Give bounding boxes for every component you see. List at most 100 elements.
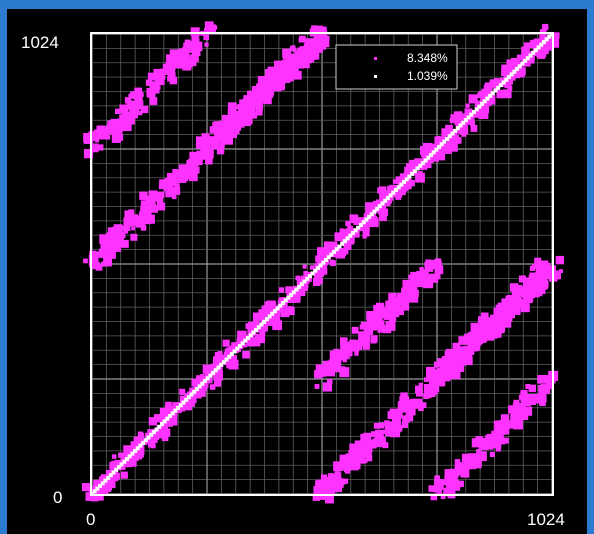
data-point-series-1 bbox=[434, 475, 440, 481]
data-point-series-1 bbox=[303, 271, 311, 280]
data-point-series-2 bbox=[310, 271, 315, 276]
data-point-series-1 bbox=[119, 104, 129, 114]
data-point-series-1 bbox=[373, 304, 384, 315]
data-point-series-1 bbox=[255, 108, 263, 116]
data-point-series-1 bbox=[249, 99, 258, 108]
data-point-series-1 bbox=[498, 437, 506, 445]
data-point-series-1 bbox=[97, 144, 104, 151]
data-point-series-1 bbox=[309, 265, 315, 270]
data-point-series-1 bbox=[96, 486, 105, 495]
data-point-series-2 bbox=[192, 389, 197, 394]
data-point-series-1 bbox=[295, 275, 301, 281]
data-point-series-2 bbox=[297, 284, 302, 289]
data-point-series-1 bbox=[242, 350, 250, 359]
data-point-series-2 bbox=[469, 112, 474, 117]
data-point-series-2 bbox=[256, 325, 261, 330]
data-point-series-2 bbox=[326, 255, 331, 260]
data-point-series-1 bbox=[159, 68, 166, 75]
data-point-series-1 bbox=[496, 425, 507, 435]
data-point-series-2 bbox=[114, 467, 119, 472]
data-point-series-1 bbox=[444, 475, 455, 486]
data-point-series-1 bbox=[540, 261, 548, 269]
data-point-series-1 bbox=[239, 122, 245, 128]
data-point-series-1 bbox=[502, 89, 512, 99]
data-point-series-2 bbox=[100, 481, 105, 486]
data-point-series-2 bbox=[383, 198, 388, 203]
data-point-series-2 bbox=[116, 465, 121, 470]
data-point-series-1 bbox=[345, 220, 351, 227]
data-point-series-1 bbox=[505, 295, 514, 304]
data-point-series-2 bbox=[431, 150, 436, 155]
data-point-series-2 bbox=[369, 212, 374, 217]
data-point-series-1 bbox=[442, 144, 452, 154]
data-point-series-1 bbox=[216, 129, 222, 134]
data-point-series-1 bbox=[433, 361, 441, 368]
data-point-series-1 bbox=[138, 213, 149, 223]
data-point-series-1 bbox=[402, 399, 413, 410]
data-point-series-1 bbox=[366, 311, 376, 321]
data-point-series-2 bbox=[232, 349, 237, 354]
data-point-series-2 bbox=[520, 61, 525, 66]
data-point-series-1 bbox=[547, 383, 553, 389]
data-point-series-1 bbox=[291, 45, 296, 50]
data-point-series-1 bbox=[103, 257, 113, 267]
data-point-series-1 bbox=[477, 451, 487, 462]
data-point-series-1 bbox=[335, 351, 345, 361]
data-point-series-1 bbox=[129, 459, 137, 467]
data-point-series-2 bbox=[517, 64, 522, 69]
data-point-series-1 bbox=[89, 250, 97, 258]
data-point-series-1 bbox=[496, 323, 506, 332]
data-point-series-1 bbox=[429, 151, 439, 162]
data-point-series-1 bbox=[503, 318, 511, 326]
data-point-series-2 bbox=[377, 204, 382, 209]
data-point-series-2 bbox=[455, 126, 460, 131]
data-point-series-1 bbox=[300, 37, 306, 43]
data-point-series-1 bbox=[343, 462, 352, 471]
data-point-series-1 bbox=[338, 248, 347, 257]
data-point-series-1 bbox=[433, 486, 440, 493]
data-point-series-1 bbox=[372, 438, 379, 445]
data-point-series-1 bbox=[401, 287, 412, 298]
data-point-series-1 bbox=[205, 156, 213, 165]
data-point-series-1 bbox=[410, 271, 421, 282]
plot-border bbox=[90, 32, 554, 496]
data-point-series-1 bbox=[151, 202, 156, 207]
data-point-series-1 bbox=[81, 482, 91, 492]
data-point-series-1 bbox=[360, 321, 368, 329]
data-point-series-2 bbox=[291, 290, 296, 295]
data-point-series-1 bbox=[423, 278, 434, 289]
data-point-series-1 bbox=[502, 304, 513, 315]
data-point-series-1 bbox=[461, 453, 471, 463]
data-point-series-1 bbox=[378, 186, 387, 194]
data-point-series-1 bbox=[327, 243, 338, 254]
data-point-series-1 bbox=[214, 352, 221, 358]
data-point-series-1 bbox=[406, 163, 413, 171]
data-point-series-1 bbox=[370, 335, 378, 343]
data-point-series-1 bbox=[302, 264, 307, 269]
data-point-series-2 bbox=[138, 443, 143, 448]
data-point-series-1 bbox=[455, 115, 460, 120]
data-point-series-1 bbox=[472, 459, 482, 469]
data-point-series-1 bbox=[102, 134, 108, 140]
data-point-series-2 bbox=[224, 357, 229, 362]
data-point-series-2 bbox=[205, 376, 210, 381]
data-point-series-2 bbox=[509, 72, 514, 77]
data-point-series-2 bbox=[361, 220, 366, 225]
data-point-series-1 bbox=[106, 237, 113, 244]
data-point-series-2 bbox=[329, 252, 334, 257]
data-point-series-2 bbox=[496, 85, 501, 90]
data-point-series-1 bbox=[521, 46, 530, 56]
data-point-series-1 bbox=[540, 384, 548, 392]
data-point-series-1 bbox=[434, 478, 444, 489]
data-point-series-1 bbox=[124, 97, 132, 104]
data-point-series-1 bbox=[212, 144, 218, 150]
data-point-series-2 bbox=[272, 309, 277, 314]
data-point-series-1 bbox=[202, 364, 212, 374]
data-point-series-1 bbox=[112, 472, 120, 480]
data-point-series-2 bbox=[151, 430, 156, 435]
data-point-series-1 bbox=[437, 378, 446, 387]
data-point-series-1 bbox=[458, 120, 468, 131]
data-point-series-2 bbox=[461, 120, 466, 125]
data-point-series-1 bbox=[112, 235, 123, 246]
data-point-series-2 bbox=[437, 144, 442, 149]
